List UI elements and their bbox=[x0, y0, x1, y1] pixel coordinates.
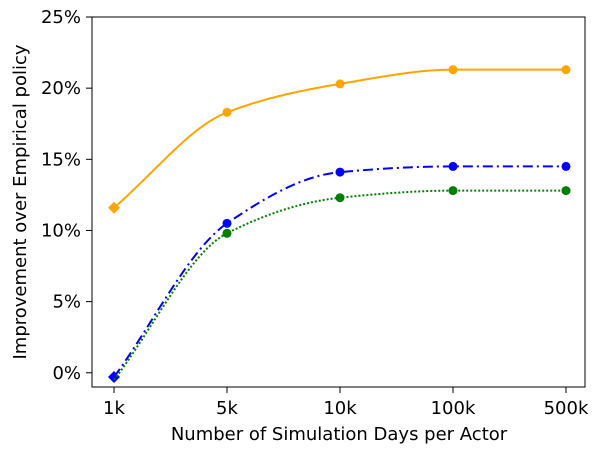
data-point-orange bbox=[561, 65, 571, 75]
data-point-green bbox=[222, 228, 232, 238]
data-point-green bbox=[561, 186, 571, 196]
data-point-green bbox=[335, 193, 345, 203]
y-tick-label: 20% bbox=[41, 78, 81, 99]
series-line-orange bbox=[113, 68, 566, 209]
series-line-green bbox=[113, 189, 566, 381]
series-green bbox=[113, 186, 571, 381]
data-point-blue bbox=[108, 371, 120, 384]
y-tick-label: 5% bbox=[52, 292, 81, 313]
series-orange bbox=[108, 65, 571, 214]
y-tick-label: 15% bbox=[41, 149, 81, 170]
labels: Number of Simulation Days per Actor Impr… bbox=[10, 44, 508, 445]
x-tick-label: 1k bbox=[103, 398, 125, 419]
x-axis-label: Number of Simulation Days per Actor bbox=[171, 424, 508, 445]
data-point-green bbox=[448, 186, 458, 196]
x-tick-label: 5k bbox=[216, 398, 238, 419]
data-point-blue bbox=[561, 161, 571, 171]
data-point-orange bbox=[222, 107, 232, 117]
series-group bbox=[108, 65, 571, 384]
data-point-blue bbox=[222, 218, 232, 228]
data-point-blue bbox=[448, 161, 458, 171]
series-line-blue bbox=[113, 165, 566, 378]
data-point-orange bbox=[108, 201, 120, 214]
plot-frame bbox=[91, 16, 586, 388]
x-tick-label: 500k bbox=[544, 398, 589, 419]
y-axis-label: Improvement over Empirical policy bbox=[10, 44, 31, 359]
y-tick-label: 25% bbox=[41, 7, 81, 28]
y-tick-label: 0% bbox=[52, 363, 81, 384]
axes: 0% 5% 10% 15% 20% 25% 1k 5k 10k 100k 500k bbox=[41, 7, 589, 419]
x-tick-label: 100k bbox=[431, 398, 476, 419]
data-point-orange bbox=[335, 79, 345, 89]
data-point-orange bbox=[448, 65, 458, 75]
y-tick-label: 10% bbox=[41, 220, 81, 241]
series-blue bbox=[108, 161, 571, 384]
data-point-blue bbox=[335, 167, 345, 177]
x-tick-label: 10k bbox=[323, 398, 357, 419]
